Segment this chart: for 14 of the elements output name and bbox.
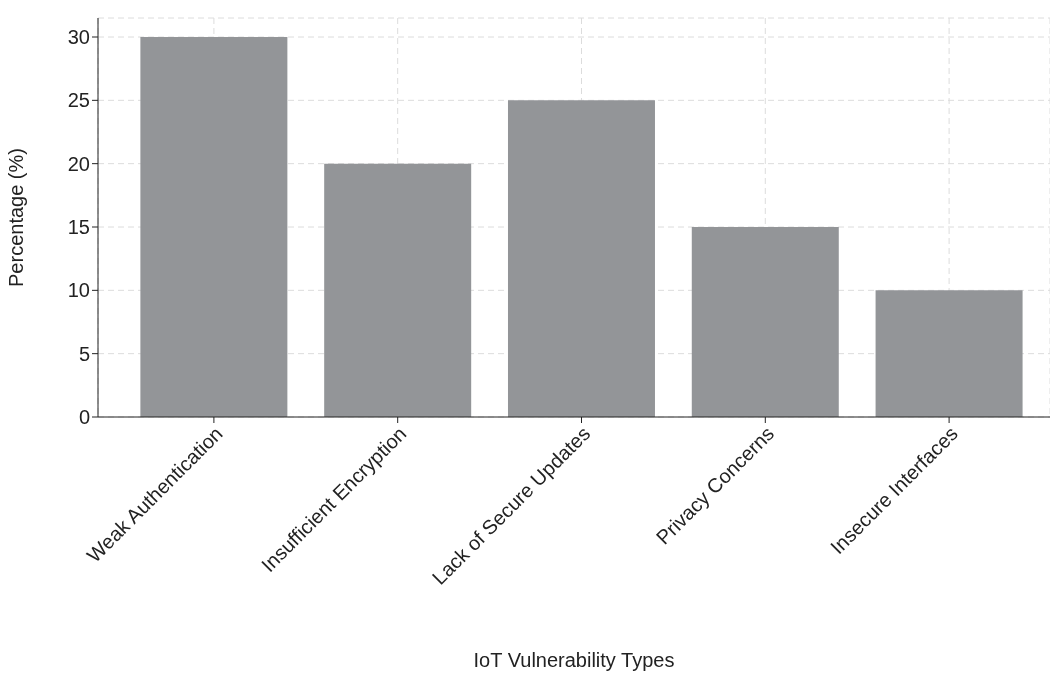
bar: [140, 37, 288, 417]
bar: [324, 163, 472, 417]
bar: [875, 290, 1023, 417]
y-tick-label: 15: [67, 216, 90, 239]
bar: [691, 227, 839, 417]
y-tick-label: 30: [67, 26, 90, 49]
y-axis-title: Percentage (%): [5, 148, 28, 287]
y-tick-label: 25: [67, 89, 90, 112]
x-axis-title: IoT Vulnerability Types: [473, 649, 675, 671]
bar: [507, 100, 655, 417]
y-tick-label: 10: [67, 279, 90, 302]
y-tick-label: 5: [78, 342, 90, 365]
y-tick-label: 0: [78, 406, 90, 429]
y-tick-label: 20: [67, 152, 90, 175]
